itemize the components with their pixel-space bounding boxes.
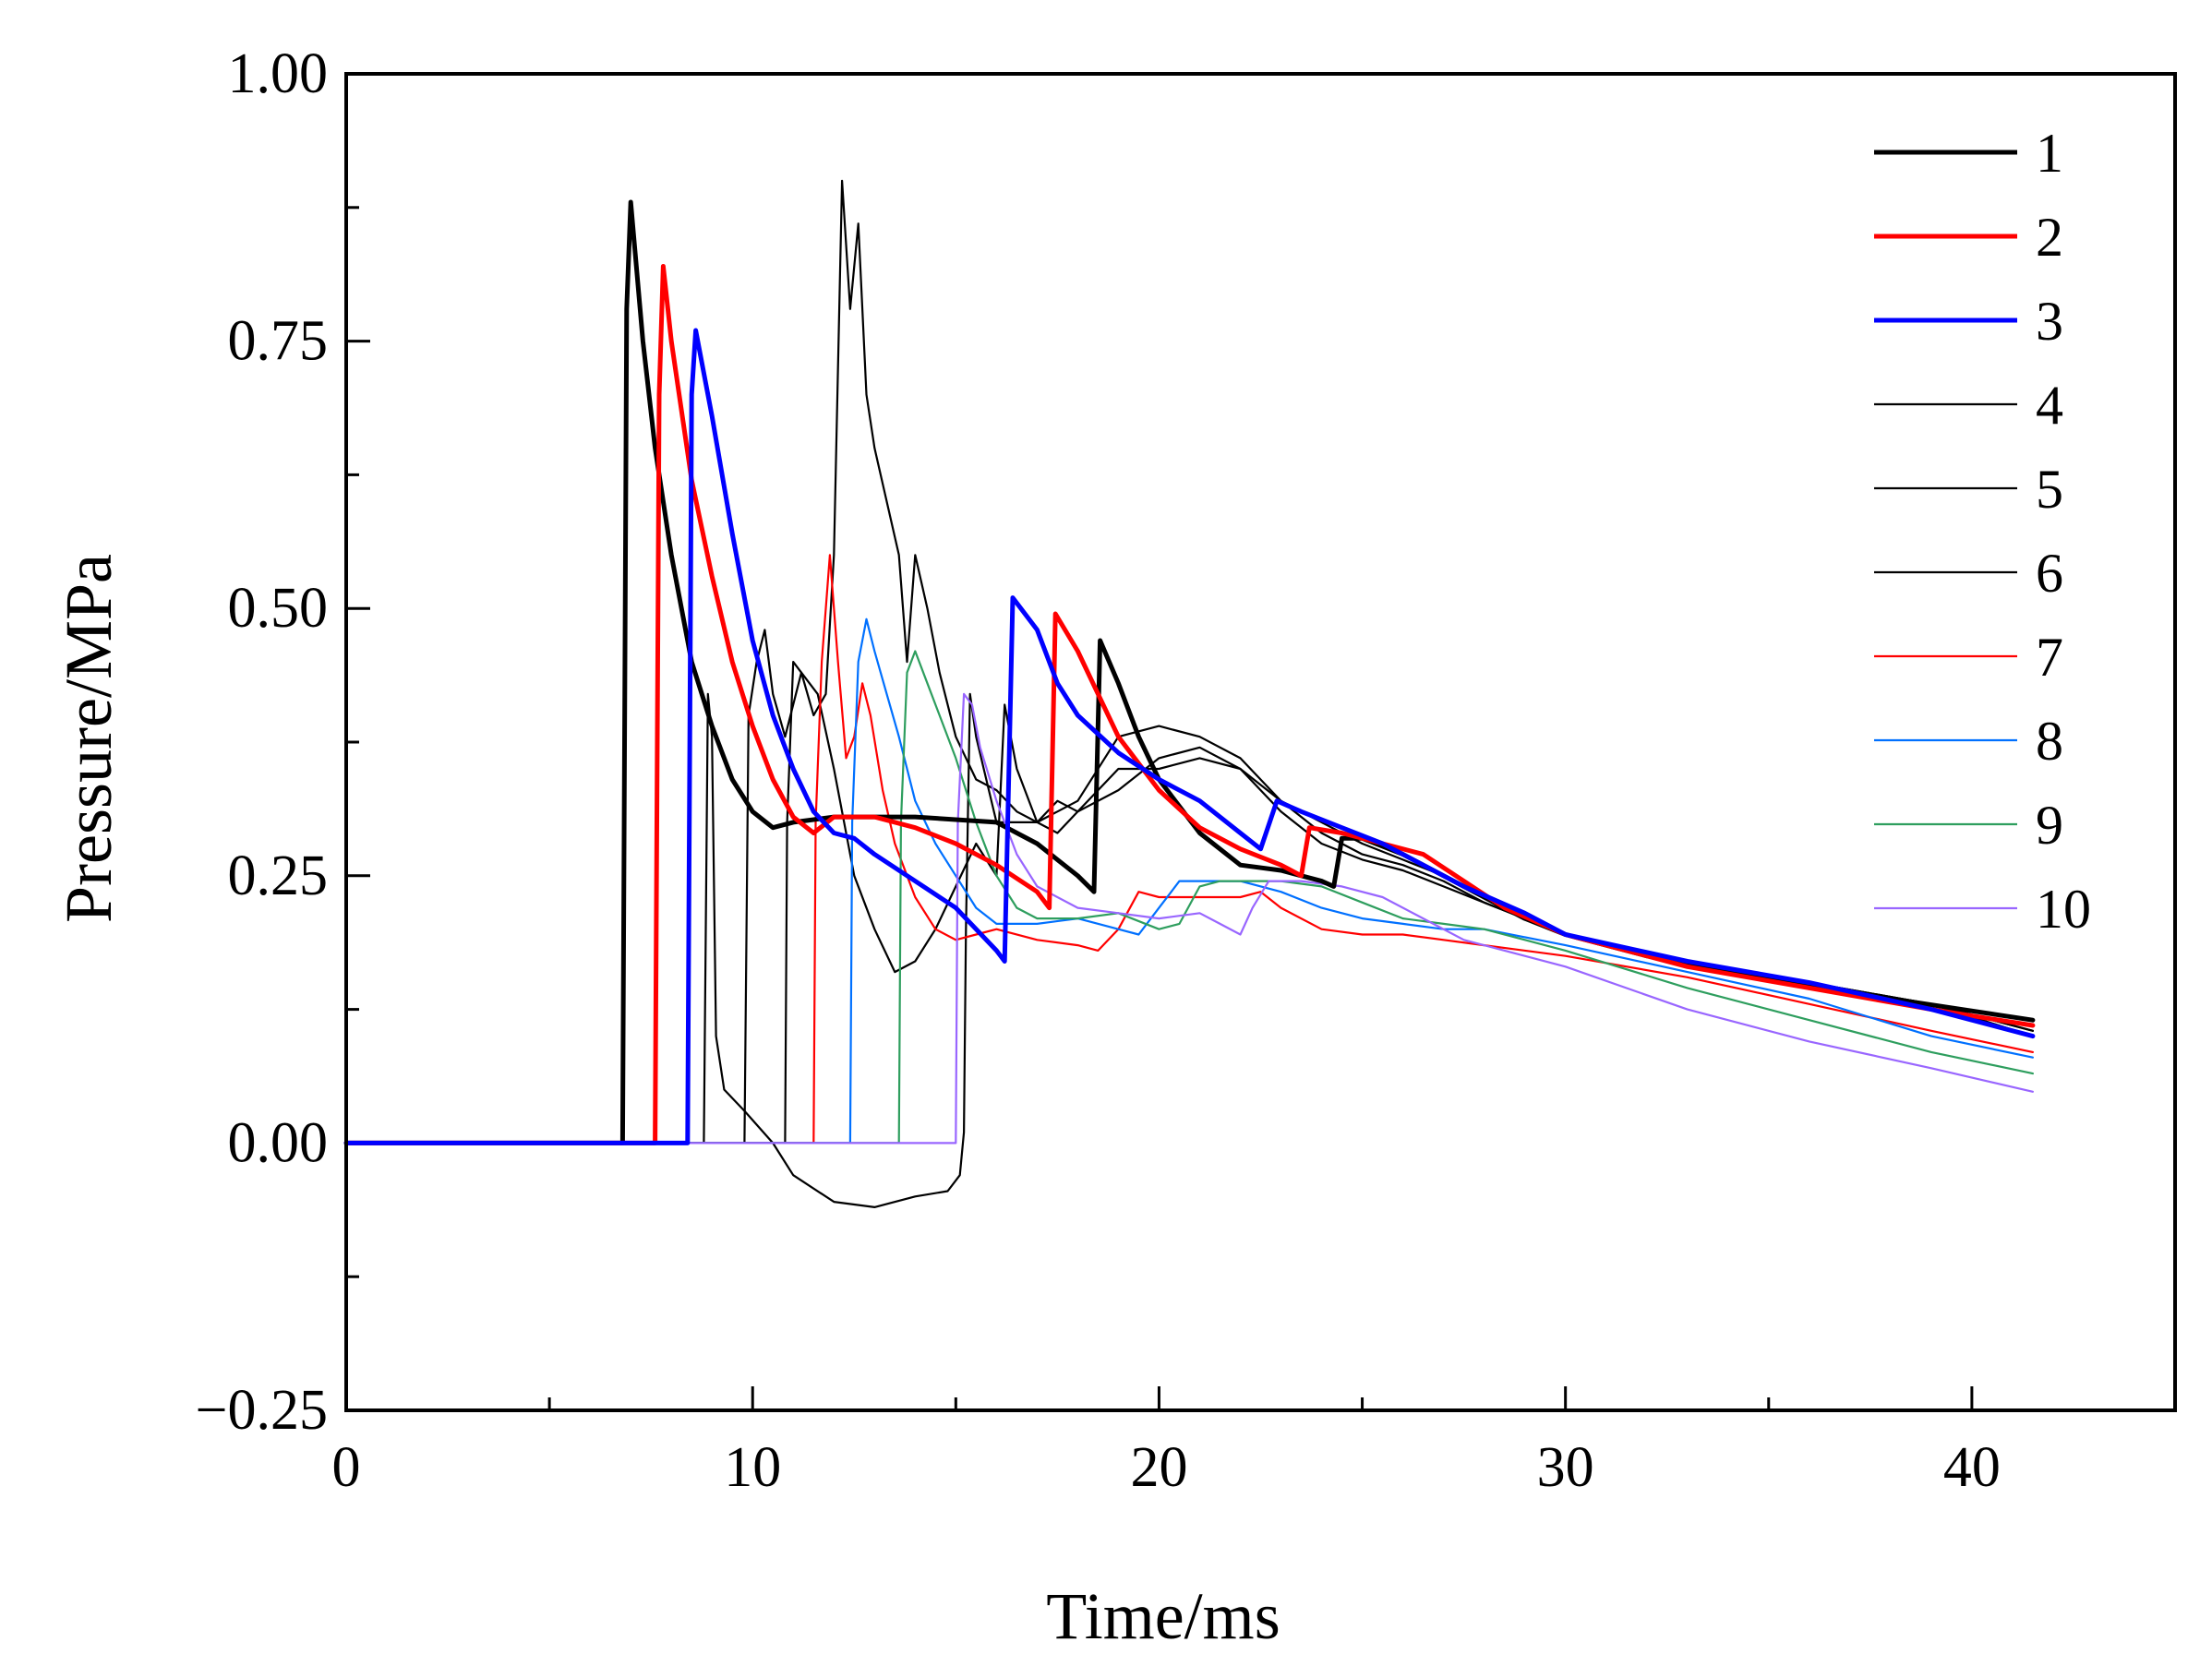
tick-labels: 0 10 20 30 40 1.00 0.75 0.50 0.25 0.00 −0.25 <box>196 42 2001 1499</box>
legend-label-2: 2 <box>2036 207 2063 268</box>
series-5-line <box>344 629 2034 1145</box>
y-axis-title: Pressure/MPa <box>52 554 126 923</box>
series-3-line <box>343 328 2036 1145</box>
y-tick-label: 1.00 <box>228 42 329 105</box>
series-7-line <box>344 554 2034 1145</box>
axis-ticks <box>344 72 2177 1412</box>
series-6-line <box>344 179 2034 1145</box>
legend-label-9: 9 <box>2036 795 2063 856</box>
series-4-line <box>344 692 2034 1208</box>
x-tick-label: 30 <box>1537 1436 1594 1499</box>
legend-label-6: 6 <box>2036 543 2063 604</box>
series-1-line <box>343 199 2036 1145</box>
legend-label-5: 5 <box>2036 459 2063 520</box>
y-tick-label: 0.75 <box>228 310 329 373</box>
legend-label-10: 10 <box>2036 879 2091 940</box>
legend-label-3: 3 <box>2036 291 2063 352</box>
series-layer <box>343 179 2036 1208</box>
series-10-line <box>344 692 2034 1145</box>
series-2-line <box>343 264 2036 1145</box>
x-axis-title: Time/ms <box>1046 1579 1280 1653</box>
legend: 1 2 3 4 5 6 7 8 9 10 <box>1874 123 2091 940</box>
series-8-line <box>344 617 2034 1145</box>
series-9-line <box>344 650 2034 1145</box>
y-tick-label: 0.25 <box>228 845 329 907</box>
legend-label-7: 7 <box>2036 627 2063 688</box>
x-tick-label: 0 <box>332 1436 361 1499</box>
x-tick-label: 40 <box>1943 1436 2001 1499</box>
x-tick-label: 10 <box>724 1436 781 1499</box>
legend-label-4: 4 <box>2036 375 2063 436</box>
plot-frame <box>344 72 2177 1412</box>
y-tick-label: −0.25 <box>196 1379 328 1442</box>
x-tick-label: 20 <box>1130 1436 1187 1499</box>
y-tick-label: 0.50 <box>228 577 329 640</box>
y-tick-label: 0.00 <box>228 1111 329 1174</box>
legend-label-8: 8 <box>2036 711 2063 772</box>
legend-label-1: 1 <box>2036 123 2063 184</box>
